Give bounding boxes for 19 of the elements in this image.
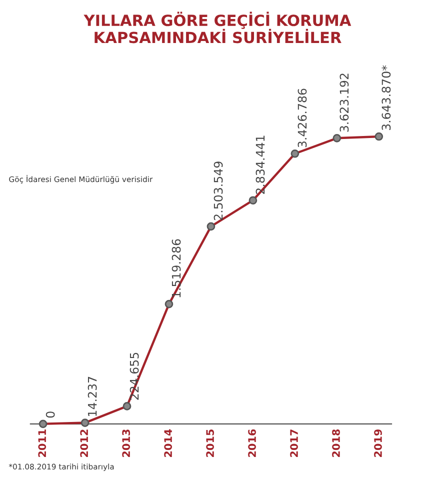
data-label: 3.426.786 [298,88,307,148]
data-label: 224.655 [130,352,139,400]
x-tick-label: 2011 [38,429,46,457]
data-label: 0 [46,412,55,418]
chart-title: YILLARA GÖRE GEÇİCİ KORUMA KAPSAMINDAKİ SURİYELİLER [84,12,352,44]
data-label: 14.237 [88,376,97,416]
x-tick-label: 2017 [290,430,298,457]
x-tick-label: 2016 [248,429,256,457]
data-label: 3.643.870* [382,65,391,130]
data-label: 2.503.549 [214,162,223,220]
x-tick-label: 2019 [374,429,382,457]
x-tick-label: 2015 [206,430,214,457]
x-tick-label: 2014 [164,429,172,457]
x-tick-label: 2013 [122,430,130,457]
x-tick-label: 2018 [332,429,340,457]
data-label: 3.623.192 [340,74,349,132]
x-tick-label: 2012 [80,430,88,457]
data-label: 2.834.441 [256,136,265,194]
data-label: 1.519.286 [172,239,181,298]
